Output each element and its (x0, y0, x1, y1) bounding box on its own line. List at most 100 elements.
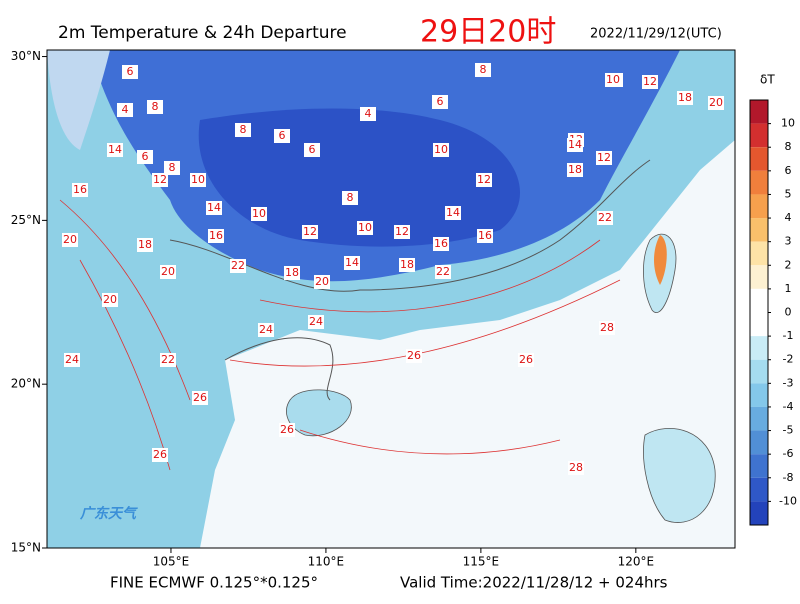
contour-label: 10 (252, 207, 266, 220)
contour-label-bg (642, 75, 658, 89)
contour-label-bg (230, 259, 246, 273)
contour-label-bg (152, 448, 168, 462)
contour-label: 4 (122, 103, 129, 116)
contour-label-bg (568, 461, 584, 475)
colorbar-tick-label: 4 (785, 211, 792, 224)
colorbar-tick-label: -2 (783, 353, 794, 366)
contour-label: 26 (407, 349, 421, 362)
time-label: 29日20时 (420, 15, 556, 50)
colorbar-bin (750, 123, 768, 148)
contour-label-bg (274, 129, 290, 143)
colorbar-bin (750, 100, 768, 124)
contour-label: 8 (152, 100, 159, 113)
colorbar-bin (750, 477, 768, 502)
contour-label: 10 (606, 73, 620, 86)
y-tick-label: 25°N (11, 213, 41, 227)
contour-label: 14 (345, 256, 359, 269)
contour-label-bg (596, 151, 612, 165)
contour-label-bg (360, 107, 376, 121)
colorbar-tick-label: 10 (781, 117, 795, 130)
contour-label-bg (476, 173, 492, 187)
colorbar-bin (750, 501, 768, 525)
contour-label-bg (164, 161, 180, 175)
contour-label-bg (433, 237, 449, 251)
contour-label-bg (518, 353, 534, 367)
nw-region (47, 50, 110, 150)
contour-label-bg (394, 225, 410, 239)
contour-label: 20 (161, 265, 175, 278)
contour-label: 20 (709, 96, 723, 109)
contour-label-bg (251, 207, 267, 221)
contour-label: 12 (643, 75, 657, 88)
luzon (643, 428, 716, 523)
contour-labels: 6 8 4 8 6 6 4 6 8 8 10 12 18 20 12 18 12 14 12 10 8 10 14 16 12 1… (62, 63, 724, 475)
contour-label: 12 (395, 225, 409, 238)
hainan (286, 389, 352, 437)
colorbar-bin (750, 406, 768, 431)
colorbar-tick-label: -5 (783, 424, 794, 437)
contour-label: 12 (597, 151, 611, 164)
isotherms (59, 199, 621, 471)
contour-label-bg (279, 423, 295, 437)
province-border (169, 159, 651, 292)
contour-label-bg (72, 183, 88, 197)
contour-label: 10 (191, 173, 205, 186)
watermark: 广东天气 (79, 505, 138, 522)
contour-label-bg (152, 173, 168, 187)
contour-label: 4 (365, 107, 372, 120)
contour-label-bg (477, 229, 493, 243)
contour-label-bg (399, 258, 415, 272)
contour-label: 20 (63, 233, 77, 246)
colorbar-tick-label: 3 (785, 235, 792, 248)
contour-label-bg (433, 143, 449, 157)
sea (200, 140, 735, 548)
contour-label: 18 (138, 238, 152, 251)
colorbar-tick-label: -4 (783, 400, 794, 413)
contour-label-bg (122, 65, 138, 79)
colorbar-tick-label: 2 (785, 258, 792, 271)
contour-label: 16 (73, 183, 87, 196)
map-frame (46, 49, 736, 549)
colorbar-bin (750, 336, 768, 360)
contour-label: 10 (434, 143, 448, 156)
contour-label: 22 (231, 259, 245, 272)
contour-label-bg (432, 95, 448, 109)
colorbar-tick-label: 1 (785, 282, 792, 295)
contour-label: 6 (309, 143, 316, 156)
contour-label: 18 (400, 258, 414, 271)
colorbar-bin (750, 383, 768, 407)
contour-label-bg (107, 143, 123, 157)
contour-label-bg (137, 238, 153, 252)
contour-label: 20 (315, 275, 329, 288)
colorbar-bin (750, 454, 768, 478)
taiwan-warm (654, 235, 667, 285)
contour-label-bg (406, 349, 422, 363)
contour-label: 14 (207, 201, 221, 214)
contour-label: 12 (477, 173, 491, 186)
contour-label-bg (64, 353, 80, 367)
contour-label-bg (435, 265, 451, 279)
contour-label-bg (677, 91, 693, 105)
contour-label-bg (117, 103, 133, 117)
contour-label: 12 (303, 225, 317, 238)
contour-label: 24 (65, 353, 79, 366)
footer-right: Valid Time:2022/11/28/12 + 024hrs (400, 574, 668, 592)
colorbar-tick-label: -3 (783, 376, 794, 389)
map-layer: 广东天气 (47, 50, 735, 548)
colorbar-bin (750, 265, 768, 289)
x-tick-label: 105°E (153, 555, 190, 569)
contour-label: 14 (108, 143, 122, 156)
colorbar-bin (750, 170, 768, 195)
colorbar-bin (750, 147, 768, 171)
colorbar-tick-label: -8 (783, 471, 794, 484)
contour-label-bg (308, 315, 324, 329)
colorbar-bin (750, 194, 768, 219)
contour-label: 24 (259, 323, 273, 336)
colorbar-bin (750, 241, 768, 266)
contour-label-bg (475, 63, 491, 77)
colorbar-tick-label: 6 (785, 164, 792, 177)
x-tick-label: 110°E (308, 555, 345, 569)
contour-label: 16 (434, 237, 448, 250)
contour-label-bg (208, 229, 224, 243)
contour-label-bg (302, 225, 318, 239)
